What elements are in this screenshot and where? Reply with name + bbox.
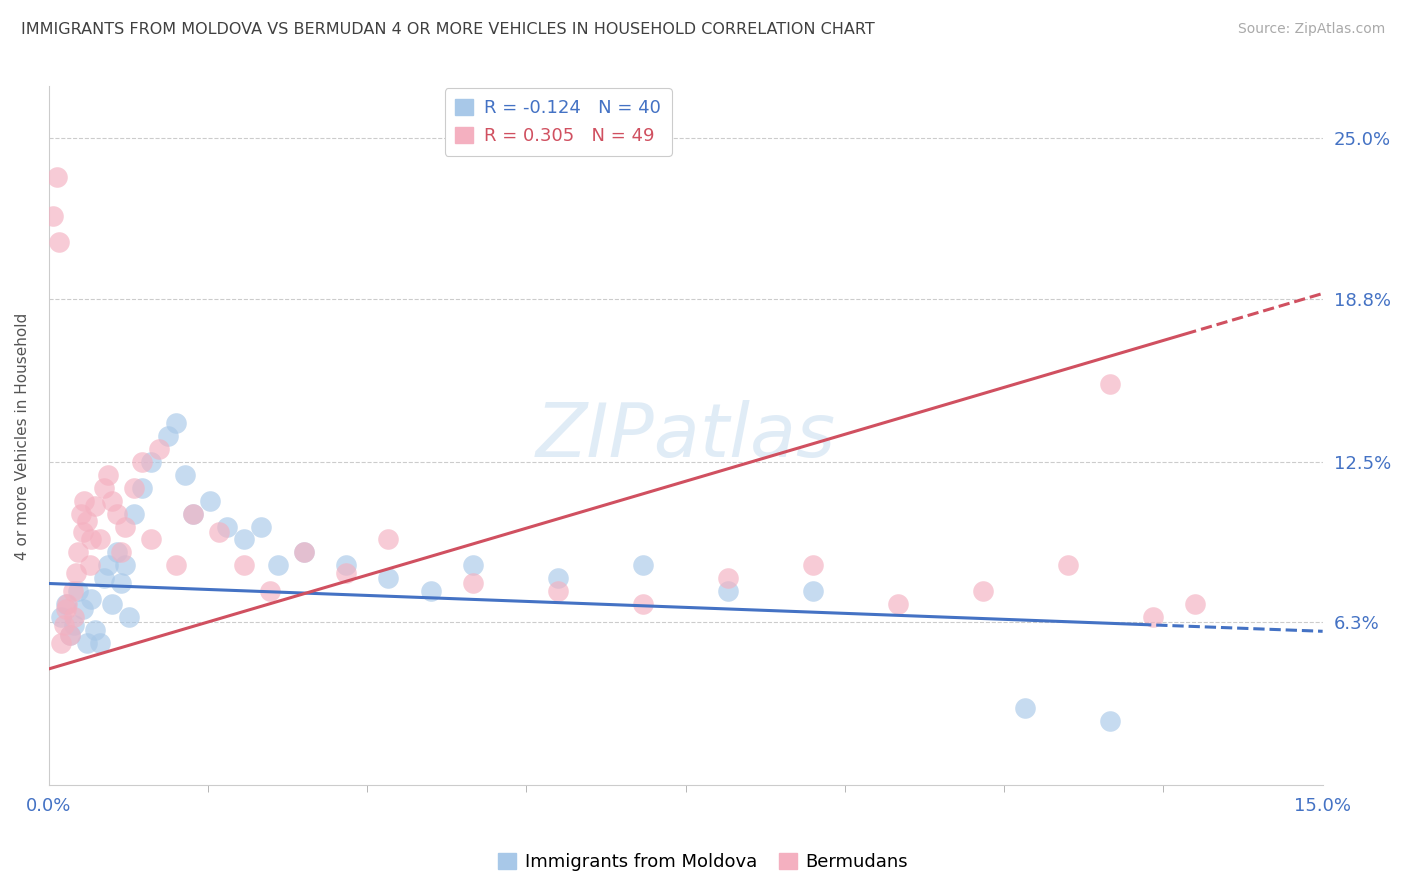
Point [717, 584, 740, 599]
Point [63, 610, 86, 624]
Point [110, 576, 132, 591]
Point [1014, 700, 1036, 714]
Point [79, 558, 101, 573]
Point [122, 507, 145, 521]
Point [717, 571, 740, 585]
Point [207, 524, 229, 539]
Text: IMMIGRANTS FROM MOLDOVA VS BERMUDAN 4 OR MORE VEHICLES IN HOUSEHOLD CORRELATION : IMMIGRANTS FROM MOLDOVA VS BERMUDAN 4 OR… [21, 22, 875, 37]
Point [887, 597, 910, 611]
Point [801, 584, 824, 599]
Point [165, 416, 187, 430]
Point [292, 545, 315, 559]
Point [55, 602, 77, 616]
Point [181, 507, 204, 521]
Point [233, 558, 256, 573]
Point [801, 558, 824, 573]
Point [1057, 558, 1080, 573]
Point [972, 584, 994, 599]
Point [233, 533, 256, 547]
Point [463, 576, 485, 591]
Point [67, 584, 90, 599]
Point [131, 455, 153, 469]
Point [165, 558, 187, 573]
Point [89, 636, 111, 650]
Point [547, 584, 569, 599]
Point [62, 584, 84, 599]
Point [139, 533, 162, 547]
Text: ZIPatlas: ZIPatlas [536, 400, 835, 472]
Point [80, 533, 103, 547]
Point [89, 533, 111, 547]
Point [631, 597, 654, 611]
Point [105, 507, 128, 521]
Point [59, 628, 82, 642]
Point [93, 481, 115, 495]
Point [1184, 597, 1206, 611]
Point [53, 618, 76, 632]
Point [56, 597, 79, 611]
Point [59, 628, 82, 642]
Point [93, 571, 115, 585]
Point [97, 558, 120, 573]
Point [97, 467, 120, 482]
Point [105, 545, 128, 559]
Point [51, 636, 73, 650]
Point [76, 636, 98, 650]
Point [217, 519, 239, 533]
Point [377, 571, 399, 585]
Point [55, 597, 77, 611]
Point [131, 481, 153, 495]
Point [114, 519, 136, 533]
Point [84, 623, 107, 637]
Point [377, 533, 399, 547]
Point [259, 584, 281, 599]
Point [547, 571, 569, 585]
Point [250, 519, 273, 533]
Point [267, 558, 290, 573]
Point [101, 493, 124, 508]
Point [72, 524, 94, 539]
Point [114, 558, 136, 573]
Point [1099, 714, 1122, 728]
Point [76, 514, 98, 528]
Point [51, 610, 73, 624]
Point [80, 592, 103, 607]
Point [70, 507, 93, 521]
Text: Source: ZipAtlas.com: Source: ZipAtlas.com [1237, 22, 1385, 37]
Point [1142, 610, 1164, 624]
Point [335, 558, 357, 573]
Legend: R = -0.124   N = 40, R = 0.305   N = 49: R = -0.124 N = 40, R = 0.305 N = 49 [444, 88, 672, 155]
Point [46, 169, 69, 184]
Point [101, 597, 124, 611]
Point [139, 455, 162, 469]
Legend: Immigrants from Moldova, Bermudans: Immigrants from Moldova, Bermudans [491, 846, 915, 879]
Point [1099, 377, 1122, 392]
Point [631, 558, 654, 573]
Point [72, 602, 94, 616]
Point [67, 545, 90, 559]
Point [419, 584, 441, 599]
Point [118, 610, 141, 624]
Point [84, 499, 107, 513]
Point [122, 481, 145, 495]
Point [173, 467, 195, 482]
Point [148, 442, 170, 456]
Point [48, 235, 70, 249]
Point [42, 209, 65, 223]
Point [292, 545, 315, 559]
Point [181, 507, 204, 521]
Point [63, 618, 86, 632]
Point [198, 493, 221, 508]
Point [73, 493, 96, 508]
Point [335, 566, 357, 581]
Y-axis label: 4 or more Vehicles in Household: 4 or more Vehicles in Household [15, 312, 30, 559]
Point [65, 566, 87, 581]
Point [110, 545, 132, 559]
Point [463, 558, 485, 573]
Point [156, 429, 179, 443]
